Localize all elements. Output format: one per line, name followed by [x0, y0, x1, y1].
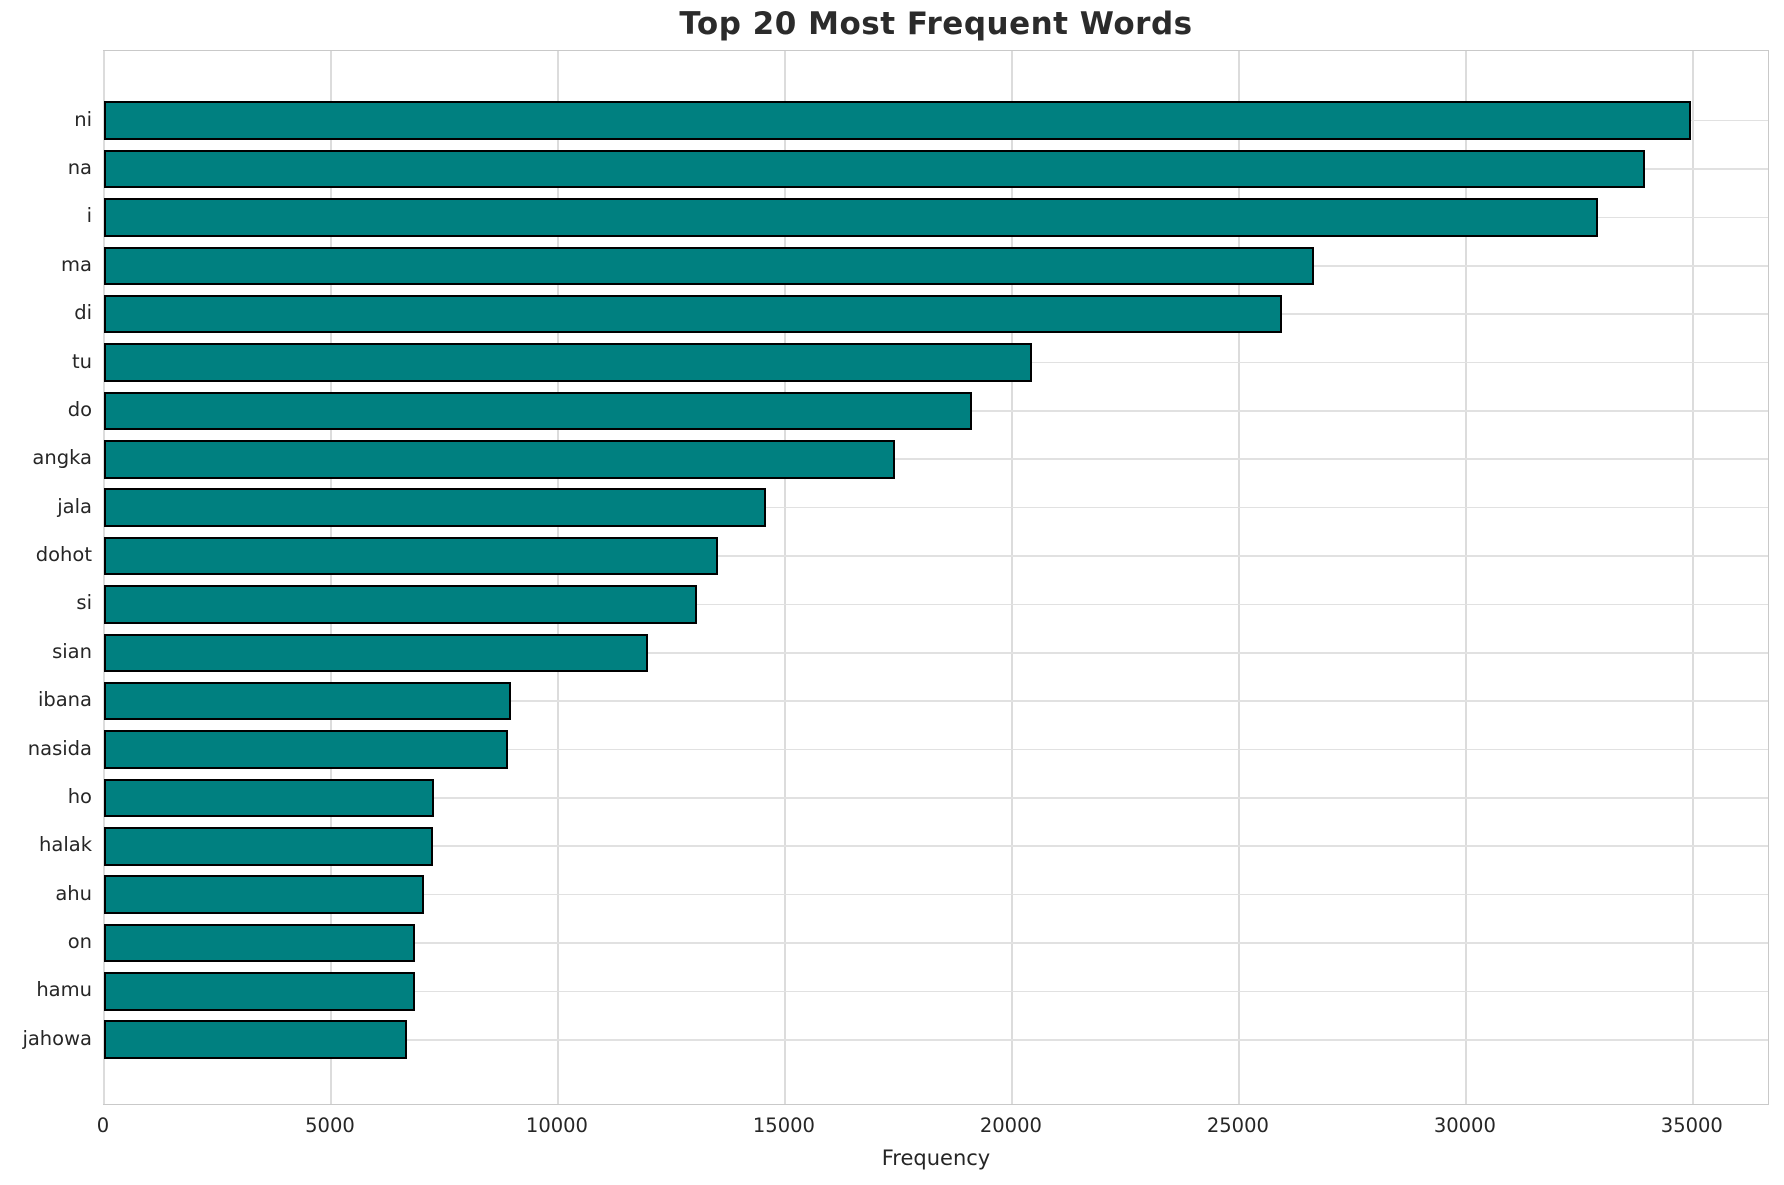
- y-tick-label-i: i: [86, 204, 92, 228]
- y-tick-label-si: si: [76, 591, 92, 615]
- x-gridline: [330, 51, 332, 1104]
- y-tick-label-on: on: [67, 929, 92, 953]
- y-tick-label-jala: jala: [57, 494, 92, 518]
- bar-ma: [104, 246, 1315, 286]
- chart-title: Top 20 Most Frequent Words: [679, 6, 1193, 42]
- bar-tu: [104, 343, 1033, 382]
- y-gridline: [104, 845, 1768, 848]
- y-gridline: [104, 893, 1768, 896]
- y-gridline: [104, 506, 1768, 509]
- x-tick-label: 25000: [1206, 1114, 1269, 1137]
- x-gridline: [557, 51, 559, 1104]
- y-gridline: [104, 458, 1768, 461]
- bar-dohot: [104, 536, 719, 576]
- y-gridline: [104, 797, 1768, 799]
- x-tick-label: 5000: [305, 1114, 355, 1137]
- x-gridline: [1238, 51, 1240, 1104]
- y-tick-label-hamu: hamu: [36, 978, 92, 1002]
- x-tick-label: 10000: [525, 1114, 588, 1137]
- y-tick-label-dohot: dohot: [35, 543, 92, 567]
- x-tick-label: 0: [96, 1114, 110, 1137]
- y-tick-label-halak: halak: [39, 833, 92, 857]
- bar-na: [104, 149, 1646, 189]
- bar-di: [104, 294, 1283, 334]
- x-axis-title: Frequency: [881, 1146, 991, 1170]
- bar-sian: [104, 633, 648, 673]
- y-gridline: [104, 1038, 1768, 1041]
- x-gridline: [1692, 51, 1694, 1104]
- y-gridline: [104, 942, 1768, 944]
- x-gridline: [1465, 51, 1467, 1104]
- bar-on: [104, 923, 415, 963]
- y-gridline: [104, 603, 1768, 606]
- y-gridline: [104, 990, 1768, 993]
- bar-ni: [104, 101, 1691, 140]
- bar-nasida: [104, 730, 509, 769]
- y-tick-label-angka: angka: [32, 446, 92, 470]
- y-tick-label-di: di: [74, 301, 92, 325]
- bar-ho: [104, 778, 435, 818]
- bar-ibana: [104, 681, 511, 721]
- bar-jahowa: [104, 1020, 407, 1059]
- y-gridline: [104, 555, 1768, 557]
- y-tick-label-jahowa: jahowa: [22, 1026, 92, 1050]
- x-tick-label: 35000: [1660, 1114, 1723, 1137]
- y-tick-label-ni: ni: [74, 107, 92, 131]
- x-gridline: [784, 51, 786, 1104]
- bar-do: [104, 391, 972, 431]
- y-gridline: [104, 748, 1768, 751]
- bar-i: [104, 198, 1599, 237]
- bar-angka: [104, 440, 896, 479]
- bar-halak: [104, 827, 434, 866]
- y-tick-label-ibana: ibana: [37, 688, 92, 712]
- y-tick-label-do: do: [67, 397, 92, 421]
- x-tick-label: 30000: [1433, 1114, 1496, 1137]
- y-tick-label-sian: sian: [52, 639, 92, 663]
- bar-hamu: [104, 972, 415, 1011]
- y-tick-label-tu: tu: [71, 349, 92, 373]
- bar-si: [104, 585, 697, 624]
- x-gridline: [103, 51, 105, 1104]
- y-tick-label-ho: ho: [67, 784, 92, 808]
- x-gridline: [1011, 51, 1013, 1104]
- x-tick-label: 20000: [979, 1114, 1042, 1137]
- x-tick-label: 15000: [752, 1114, 815, 1137]
- y-gridline: [104, 700, 1768, 702]
- bar-ahu: [104, 875, 425, 914]
- y-gridline: [104, 651, 1768, 654]
- y-tick-label-ma: ma: [61, 252, 92, 276]
- y-tick-label-ahu: ahu: [55, 881, 92, 905]
- y-tick-label-nasida: nasida: [27, 736, 92, 760]
- y-tick-label-na: na: [67, 156, 92, 180]
- plot-area: [103, 50, 1769, 1105]
- bar-jala: [104, 488, 767, 527]
